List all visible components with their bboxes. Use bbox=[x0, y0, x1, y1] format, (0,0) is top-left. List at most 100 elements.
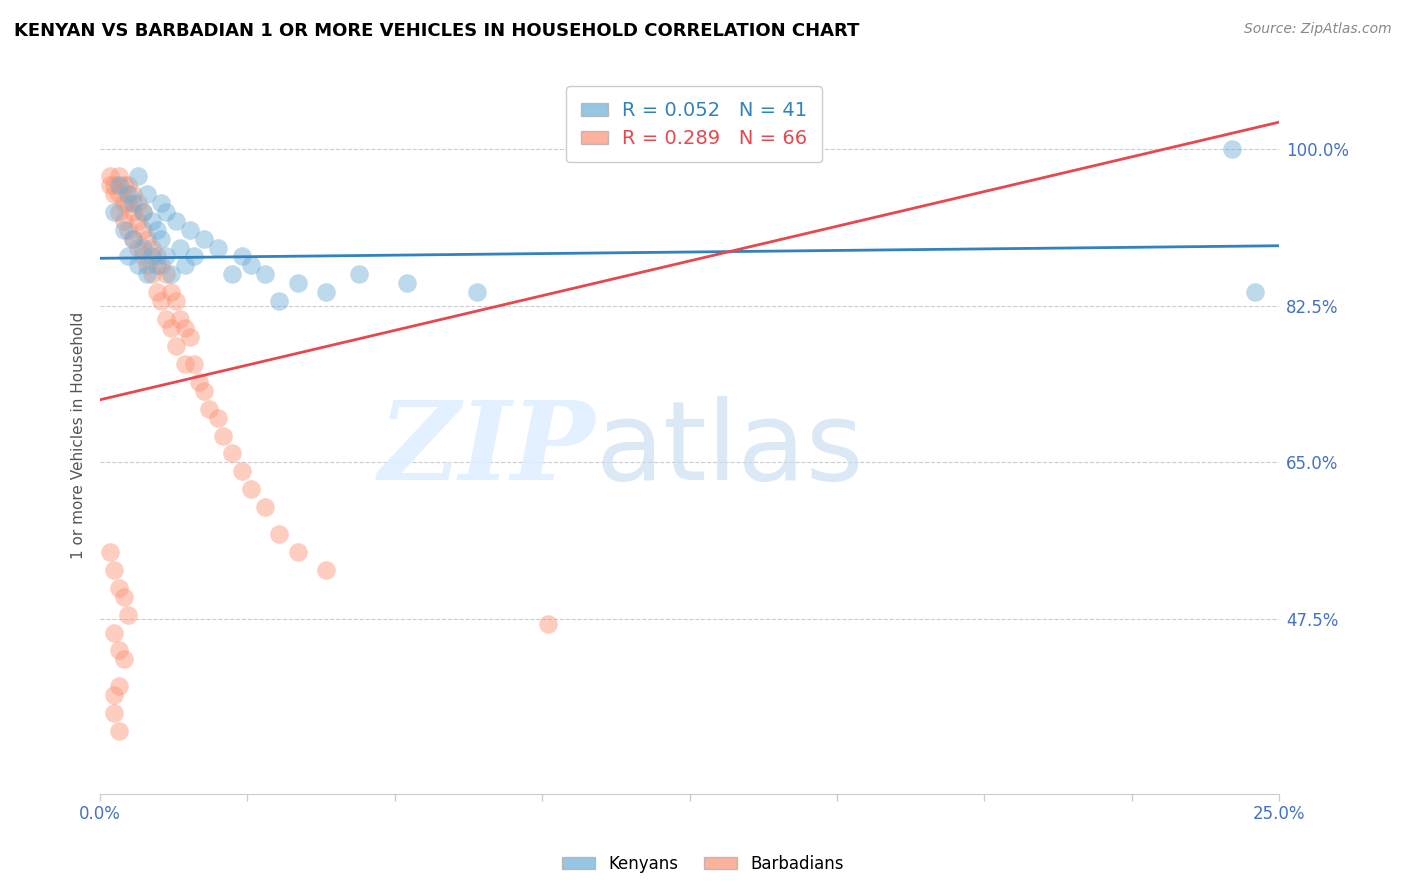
Point bbox=[174, 357, 197, 371]
Point bbox=[287, 545, 309, 559]
Point bbox=[183, 357, 205, 371]
Point bbox=[103, 706, 125, 720]
Point bbox=[183, 250, 205, 264]
Point bbox=[112, 213, 135, 227]
Point bbox=[103, 688, 125, 702]
Point bbox=[103, 178, 125, 192]
Point bbox=[136, 259, 159, 273]
Text: atlas: atlas bbox=[595, 396, 863, 503]
Point bbox=[108, 643, 131, 657]
Point bbox=[169, 241, 191, 255]
Point bbox=[141, 213, 163, 227]
Text: ZIP: ZIP bbox=[378, 396, 595, 504]
Point bbox=[160, 321, 183, 335]
Point bbox=[108, 169, 131, 183]
Point bbox=[112, 652, 135, 666]
Point bbox=[150, 294, 173, 309]
Point bbox=[127, 169, 149, 183]
Point bbox=[136, 231, 159, 245]
Point bbox=[131, 241, 153, 255]
Point bbox=[103, 625, 125, 640]
Point bbox=[112, 590, 135, 604]
Point bbox=[141, 241, 163, 255]
Point bbox=[211, 428, 233, 442]
Point bbox=[269, 294, 291, 309]
Point bbox=[150, 231, 173, 245]
Point bbox=[315, 563, 337, 577]
Point bbox=[231, 250, 253, 264]
Point bbox=[122, 204, 145, 219]
Point bbox=[117, 178, 139, 192]
Point bbox=[112, 178, 135, 192]
Point bbox=[179, 222, 201, 236]
Point bbox=[127, 195, 149, 210]
Point bbox=[155, 204, 177, 219]
Point bbox=[174, 259, 197, 273]
Point bbox=[117, 195, 139, 210]
Point bbox=[188, 375, 211, 389]
Point bbox=[174, 321, 197, 335]
Text: KENYAN VS BARBADIAN 1 OR MORE VEHICLES IN HOUSEHOLD CORRELATION CHART: KENYAN VS BARBADIAN 1 OR MORE VEHICLES I… bbox=[14, 22, 859, 40]
Point bbox=[240, 259, 263, 273]
Point bbox=[465, 285, 488, 300]
Text: Source: ZipAtlas.com: Source: ZipAtlas.com bbox=[1244, 22, 1392, 37]
Point bbox=[108, 204, 131, 219]
Point bbox=[108, 581, 131, 595]
Point bbox=[315, 285, 337, 300]
Legend: R = 0.052   N = 41, R = 0.289   N = 66: R = 0.052 N = 41, R = 0.289 N = 66 bbox=[567, 87, 823, 162]
Point bbox=[108, 679, 131, 693]
Point bbox=[108, 178, 131, 192]
Point bbox=[1244, 285, 1267, 300]
Point bbox=[193, 384, 215, 398]
Point bbox=[136, 186, 159, 201]
Point bbox=[103, 563, 125, 577]
Point bbox=[150, 259, 173, 273]
Point bbox=[108, 186, 131, 201]
Point bbox=[141, 250, 163, 264]
Point bbox=[117, 222, 139, 236]
Point bbox=[197, 401, 219, 416]
Point bbox=[254, 268, 277, 282]
Point bbox=[155, 268, 177, 282]
Point bbox=[131, 222, 153, 236]
Point bbox=[131, 204, 153, 219]
Point bbox=[165, 339, 187, 353]
Point bbox=[537, 616, 560, 631]
Point bbox=[145, 250, 167, 264]
Y-axis label: 1 or more Vehicles in Household: 1 or more Vehicles in Household bbox=[72, 312, 86, 559]
Point bbox=[240, 483, 263, 497]
Point bbox=[136, 268, 159, 282]
Point bbox=[131, 204, 153, 219]
Point bbox=[160, 285, 183, 300]
Point bbox=[287, 277, 309, 291]
Point bbox=[207, 241, 229, 255]
Point bbox=[122, 231, 145, 245]
Point bbox=[117, 186, 139, 201]
Point bbox=[122, 195, 145, 210]
Point bbox=[221, 446, 243, 460]
Point bbox=[155, 250, 177, 264]
Point bbox=[122, 231, 145, 245]
Point bbox=[207, 410, 229, 425]
Point bbox=[145, 259, 167, 273]
Legend: Kenyans, Barbadians: Kenyans, Barbadians bbox=[555, 848, 851, 880]
Point bbox=[112, 195, 135, 210]
Point bbox=[165, 213, 187, 227]
Point bbox=[269, 527, 291, 541]
Point bbox=[103, 204, 125, 219]
Point bbox=[103, 186, 125, 201]
Point bbox=[112, 222, 135, 236]
Point bbox=[254, 500, 277, 515]
Point bbox=[169, 312, 191, 326]
Point bbox=[141, 268, 163, 282]
Point bbox=[145, 222, 167, 236]
Point bbox=[155, 312, 177, 326]
Point bbox=[231, 464, 253, 478]
Point bbox=[160, 268, 183, 282]
Point bbox=[165, 294, 187, 309]
Point bbox=[131, 250, 153, 264]
Point bbox=[395, 277, 418, 291]
Point bbox=[127, 259, 149, 273]
Point bbox=[122, 186, 145, 201]
Point bbox=[98, 545, 121, 559]
